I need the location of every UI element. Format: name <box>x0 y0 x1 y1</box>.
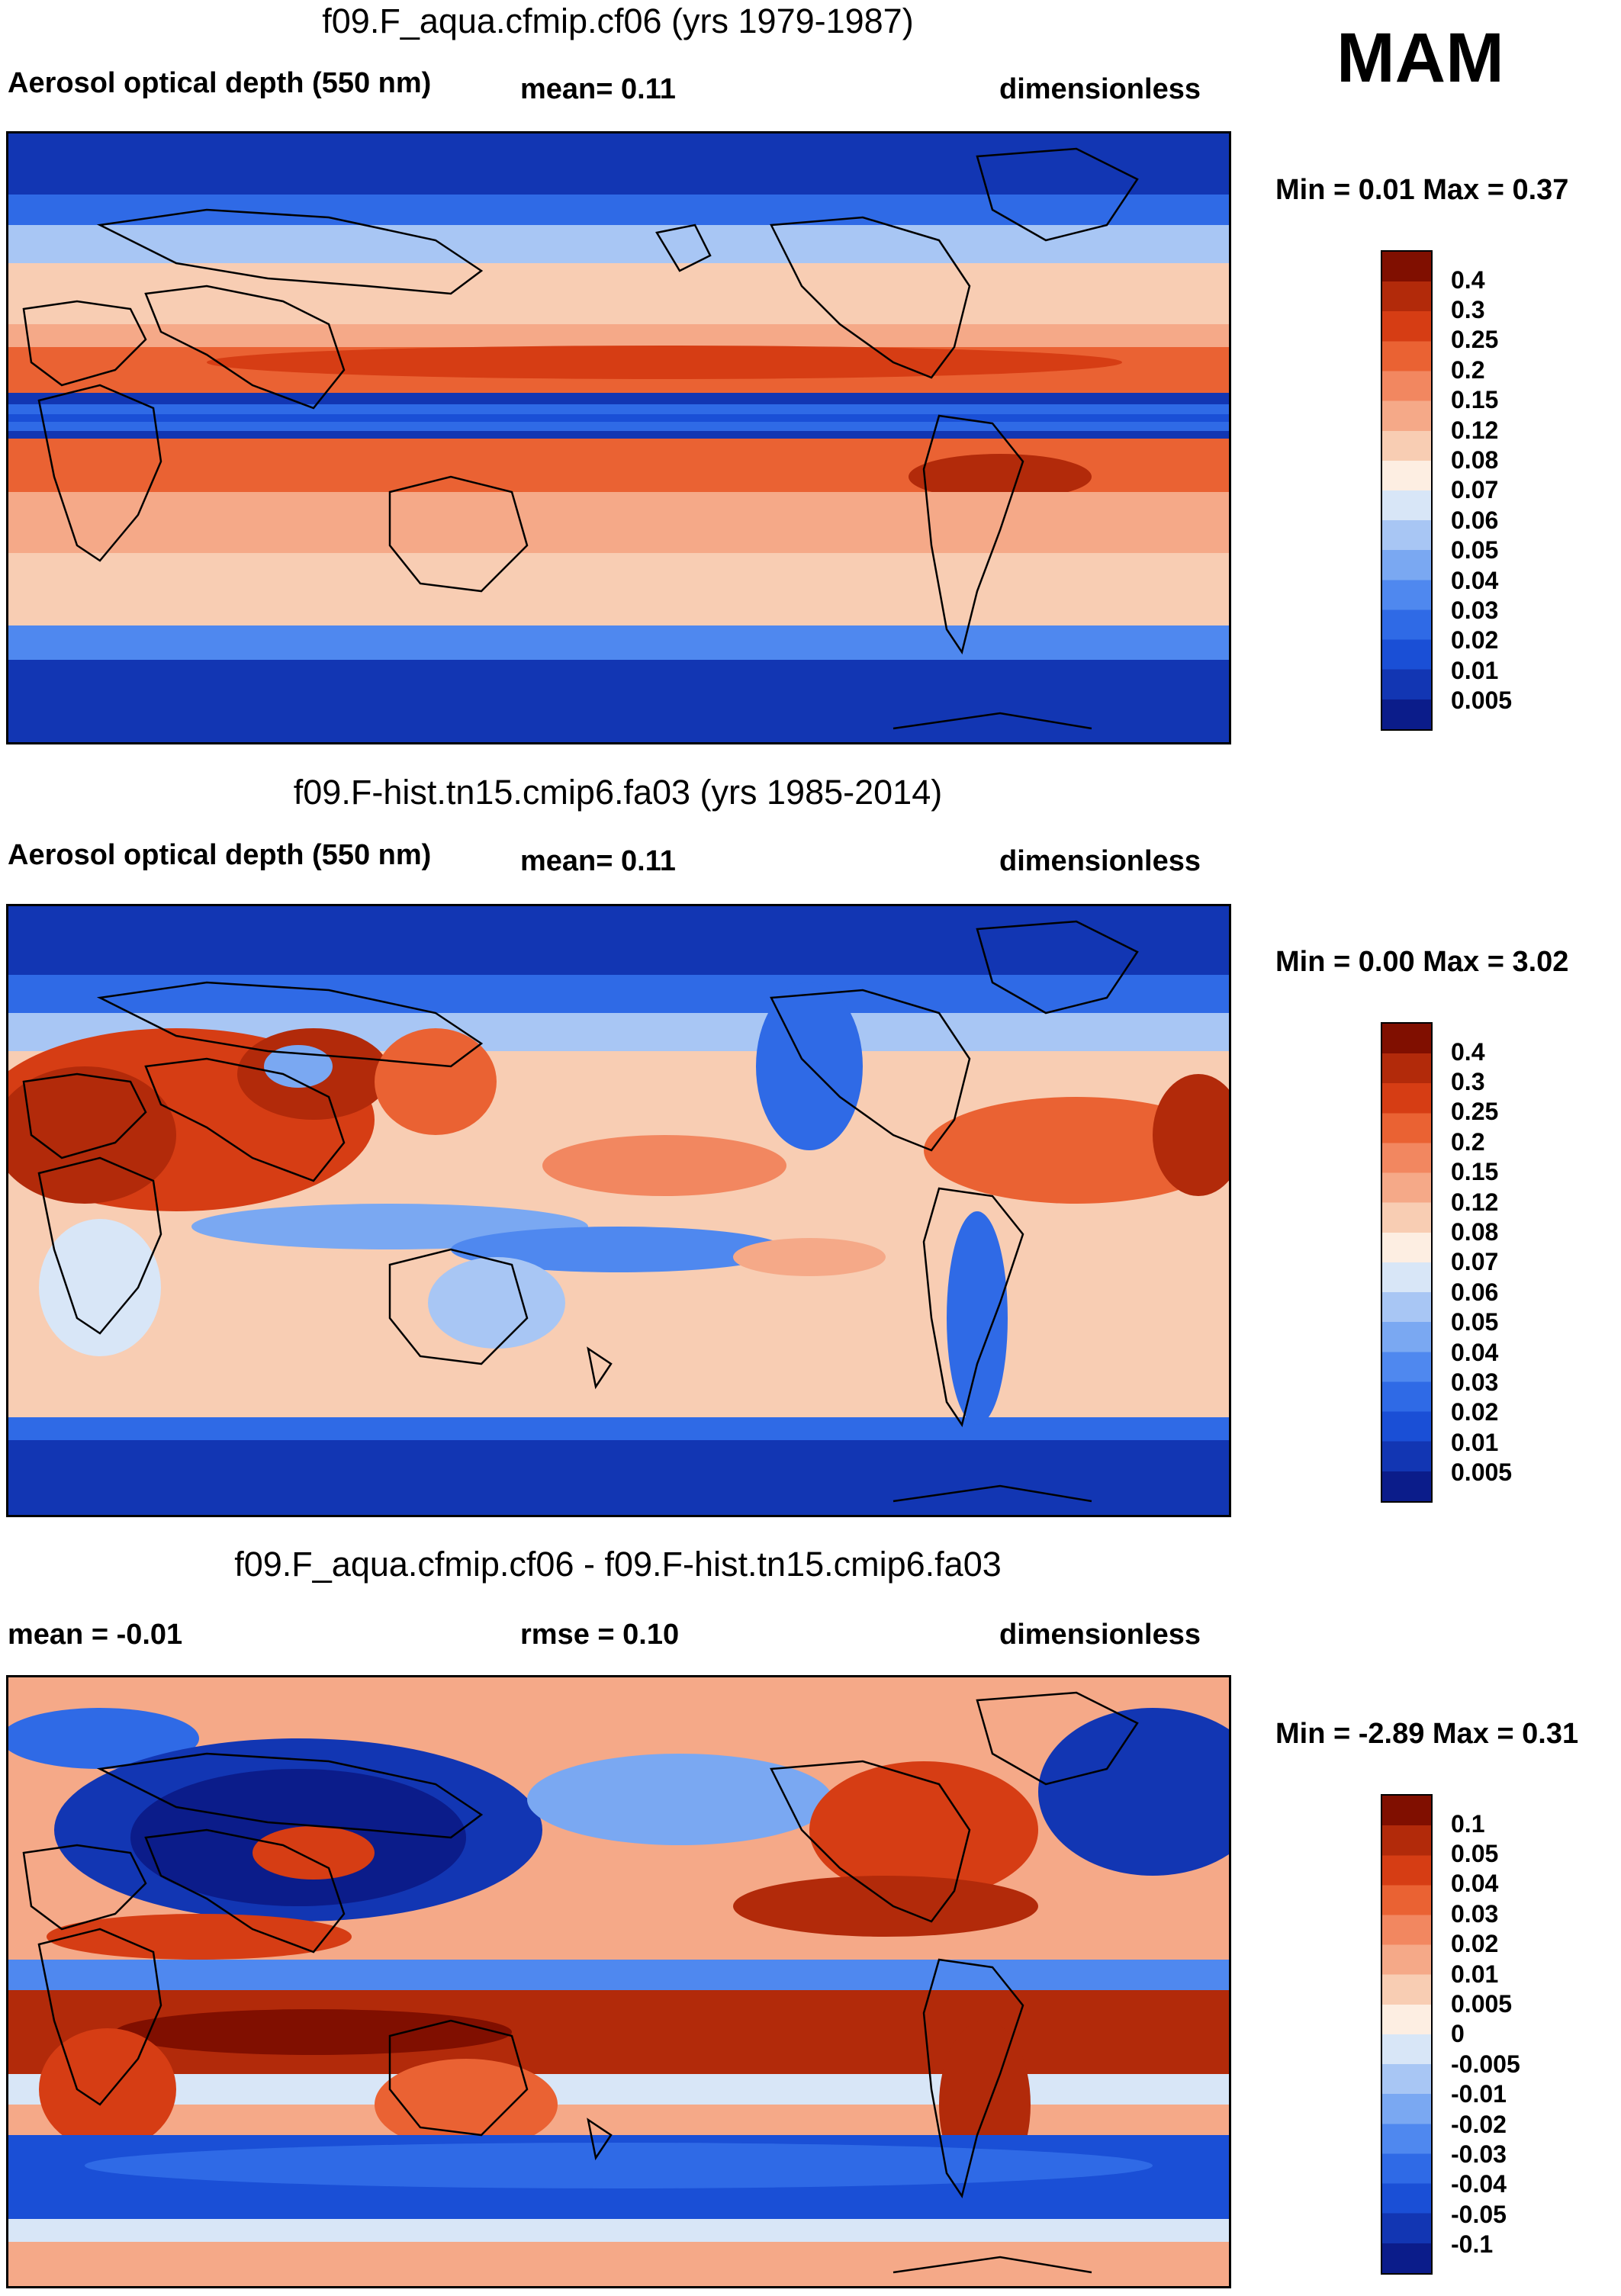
colorbar-label: -0.005 <box>1451 2050 1520 2078</box>
panel1-map <box>6 131 1231 744</box>
panel2-map <box>6 904 1231 1517</box>
panel3-units-label: dimensionless <box>999 1619 1201 1651</box>
colorbar-label: 0.05 <box>1451 1840 1499 1867</box>
panel1-colorbar: 0.4 0.3 0.25 0.2 0.15 0.12 0.08 0.07 0.0… <box>1381 250 1512 731</box>
season-label: MAM <box>1336 19 1504 97</box>
colorbar-label: 0.02 <box>1451 1930 1499 1957</box>
panel3-minmax: Min = -2.89 Max = 0.31 <box>1275 1718 1579 1750</box>
panel2-units-label: dimensionless <box>999 845 1201 877</box>
colorbar-label: 0.4 <box>1451 1038 1485 1066</box>
colorbar-label: 0.25 <box>1451 1098 1499 1125</box>
colorbar-label: 0.005 <box>1451 687 1513 714</box>
colorbar-label: 0.04 <box>1451 1339 1499 1366</box>
colorbar-label: 0.02 <box>1451 626 1499 654</box>
colorbar-label: 0.08 <box>1451 446 1499 474</box>
colorbar-label: 0.005 <box>1451 1458 1513 1486</box>
colorbar-label: 0 <box>1451 2020 1465 2047</box>
colorbar-label: 0.05 <box>1451 536 1499 564</box>
colorbar-label: 0.07 <box>1451 1248 1499 1275</box>
panel2-title: f09.F-hist.tn15.cmip6.fa03 (yrs 1985-201… <box>293 773 943 812</box>
colorbar-label: -0.04 <box>1451 2170 1507 2198</box>
colorbar-label: -0.01 <box>1451 2080 1507 2108</box>
colorbar-label: 0.04 <box>1451 1870 1499 1897</box>
panel2-left-label: Aerosol optical depth (550 nm) <box>8 839 432 871</box>
panel1-mean-label: mean= 0.11 <box>520 73 676 105</box>
colorbar-label: 0.06 <box>1451 1278 1499 1306</box>
colorbar-label: 0.25 <box>1451 326 1499 353</box>
colorbar-label: 0.2 <box>1451 1128 1485 1156</box>
colorbar-label: 0.06 <box>1451 506 1499 534</box>
colorbar-label: 0.08 <box>1451 1218 1499 1246</box>
panel2-colorbar: 0.4 0.3 0.25 0.2 0.15 0.12 0.08 0.07 0.0… <box>1381 1022 1512 1503</box>
colorbar-label: 0.3 <box>1451 296 1485 323</box>
colorbar-label: -0.02 <box>1451 2111 1507 2138</box>
panel1-colorbar-swatches <box>1381 250 1433 731</box>
panel1-units-label: dimensionless <box>999 73 1201 105</box>
coastlines <box>22 920 1139 1503</box>
colorbar-label: 0.04 <box>1451 567 1499 594</box>
colorbar-label: 0.02 <box>1451 1398 1499 1426</box>
panel3-map <box>6 1675 1231 2288</box>
colorbar-label: 0.4 <box>1451 266 1485 294</box>
colorbar-label: 0.12 <box>1451 1188 1499 1216</box>
colorbar-label: 0.15 <box>1451 1158 1499 1185</box>
colorbar-label: 0.01 <box>1451 1960 1499 1988</box>
coastlines <box>22 147 1139 730</box>
panel3-colorbar-swatches <box>1381 1794 1433 2275</box>
panel2-colorbar-swatches <box>1381 1022 1433 1503</box>
panel3-mean-label: mean = -0.01 <box>8 1619 183 1651</box>
colorbar-label: 0.05 <box>1451 1308 1499 1336</box>
colorbar-label: 0.1 <box>1451 1810 1485 1838</box>
colorbar-label: 0.2 <box>1451 356 1485 384</box>
colorbar-label: 0.03 <box>1451 1900 1499 1928</box>
colorbar-label: 0.03 <box>1451 597 1499 624</box>
colorbar-label: 0.03 <box>1451 1368 1499 1396</box>
panel2-mean-label: mean= 0.11 <box>520 845 676 877</box>
colorbar-label: 0.01 <box>1451 1429 1499 1456</box>
colorbar-label: 0.01 <box>1451 657 1499 684</box>
panel2-minmax: Min = 0.00 Max = 3.02 <box>1275 946 1569 978</box>
colorbar-label: -0.03 <box>1451 2140 1507 2168</box>
colorbar-label: -0.05 <box>1451 2201 1507 2228</box>
panel1-minmax: Min = 0.01 Max = 0.37 <box>1275 174 1569 206</box>
panel1-left-label: Aerosol optical depth (550 nm) <box>8 67 432 99</box>
colorbar-label: -0.1 <box>1451 2230 1494 2258</box>
colorbar-label: 0.15 <box>1451 386 1499 413</box>
colorbar-label: 0.12 <box>1451 416 1499 444</box>
panel1-title: f09.F_aqua.cfmip.cf06 (yrs 1979-1987) <box>322 2 914 40</box>
panel3-rmse-label: rmse = 0.10 <box>520 1619 680 1651</box>
colorbar-label: 0.07 <box>1451 476 1499 503</box>
panel3-title: f09.F_aqua.cfmip.cf06 - f09.F-hist.tn15.… <box>234 1545 1002 1584</box>
colorbar-label: 0.005 <box>1451 1990 1513 2018</box>
panel3-colorbar: 0.1 0.05 0.04 0.03 0.02 0.01 0.005 0 -0.… <box>1381 1794 1520 2275</box>
coastlines <box>22 1691 1139 2274</box>
colorbar-label: 0.3 <box>1451 1068 1485 1095</box>
